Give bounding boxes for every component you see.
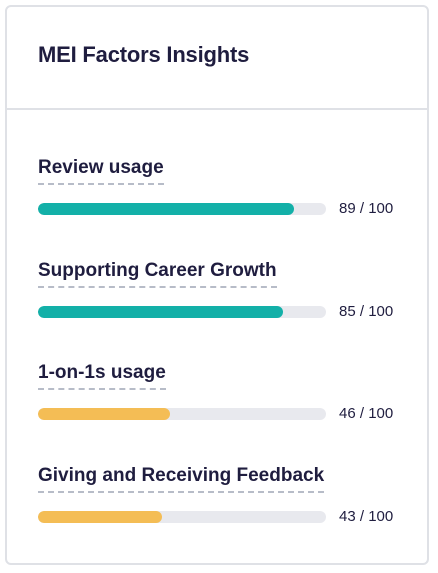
score-bar-row: 85 / 100	[38, 303, 408, 320]
mei-factors-card: MEI Factors Insights Review usage 89 / 1…	[5, 5, 429, 565]
factor-review-usage: Review usage 89 / 100	[38, 157, 408, 217]
progress-track	[38, 407, 326, 420]
factor-label[interactable]: Giving and Receiving Feedback	[38, 465, 325, 493]
factor-label[interactable]: Review usage	[38, 157, 164, 185]
progress-track	[38, 305, 326, 318]
score-value: 43 / 100	[339, 508, 394, 525]
factor-label[interactable]: Supporting Career Growth	[38, 260, 277, 288]
progress-fill	[38, 510, 162, 523]
progress-fill	[38, 305, 283, 318]
score-bar-row: 89 / 100	[38, 200, 408, 217]
progress-track	[38, 510, 326, 523]
progress-fill	[38, 407, 171, 420]
score-value: 85 / 100	[339, 303, 394, 320]
factor-giving-receiving-feedback: Giving and Receiving Feedback 43 / 100	[38, 465, 408, 525]
score-value: 89 / 100	[339, 200, 394, 217]
card-title: MEI Factors Insights	[38, 42, 250, 67]
progress-fill	[38, 202, 295, 215]
card-header: MEI Factors Insights	[7, 7, 427, 110]
score-bar-row: 46 / 100	[38, 405, 408, 422]
factor-supporting-career-growth: Supporting Career Growth 85 / 100	[38, 260, 408, 320]
factor-label[interactable]: 1-on-1s usage	[38, 362, 166, 390]
score-bar-row: 43 / 100	[38, 508, 408, 525]
factor-one-on-ones-usage: 1-on-1s usage 46 / 100	[38, 362, 408, 422]
score-value: 46 / 100	[339, 405, 394, 422]
progress-track	[38, 202, 326, 215]
